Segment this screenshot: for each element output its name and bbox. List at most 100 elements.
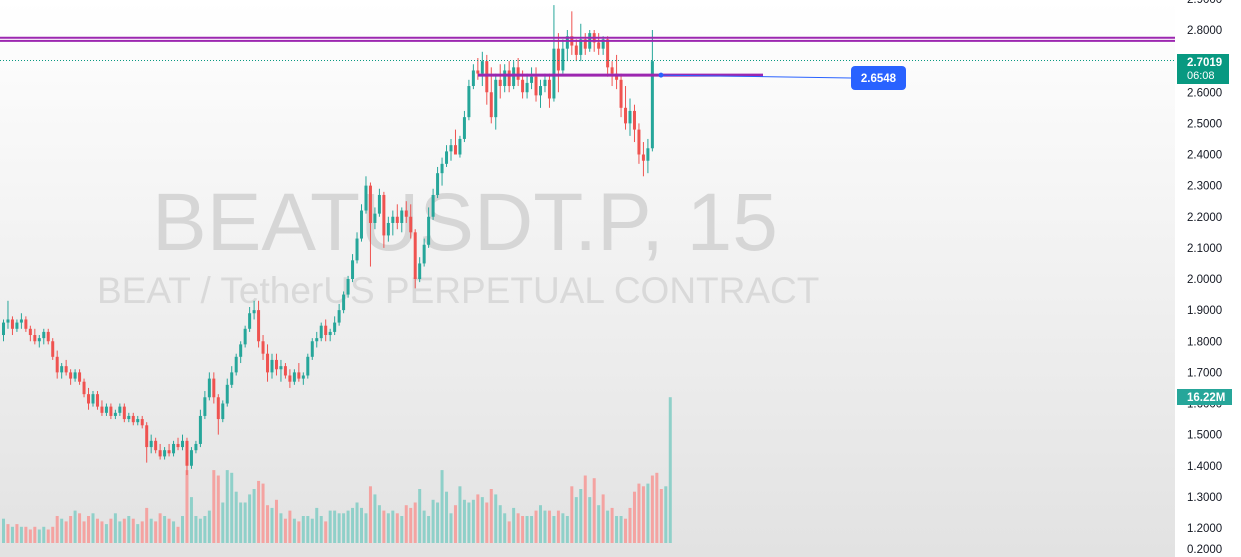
price-tick-label: 1.8000 bbox=[1187, 336, 1222, 348]
volume-bar bbox=[422, 510, 426, 543]
volume-bar bbox=[503, 513, 507, 543]
candle-body bbox=[109, 406, 113, 416]
candle bbox=[628, 98, 632, 136]
volume-bar bbox=[668, 397, 672, 543]
volume-bar bbox=[637, 483, 641, 543]
candle bbox=[565, 30, 569, 62]
price-tick-label: 1.9000 bbox=[1187, 305, 1222, 317]
candle bbox=[476, 58, 480, 80]
candle bbox=[606, 36, 610, 77]
volume-bar bbox=[194, 516, 198, 543]
volume-bar bbox=[471, 499, 475, 543]
candle bbox=[445, 145, 449, 167]
candle-body bbox=[2, 322, 5, 336]
candle bbox=[55, 350, 59, 379]
candle-body bbox=[78, 372, 82, 382]
volume-bar bbox=[588, 497, 592, 543]
volume-bar bbox=[337, 513, 341, 543]
candle-body bbox=[297, 372, 301, 379]
candle-body bbox=[279, 366, 283, 370]
candle bbox=[373, 207, 377, 230]
candle-body bbox=[355, 238, 359, 261]
alert-label-box[interactable] bbox=[851, 66, 906, 90]
candle-body bbox=[243, 328, 247, 345]
volume-bar bbox=[646, 483, 650, 543]
volume-bar bbox=[274, 499, 278, 543]
volume-bar bbox=[225, 470, 229, 543]
candle-body bbox=[525, 82, 529, 93]
volume-bar bbox=[458, 486, 462, 543]
volume-bar bbox=[346, 510, 350, 543]
candle bbox=[28, 325, 32, 342]
candle bbox=[181, 434, 184, 451]
candle bbox=[149, 434, 153, 454]
candle-body bbox=[28, 328, 32, 336]
candle bbox=[601, 36, 605, 55]
candle-body bbox=[579, 39, 583, 55]
volume-bar bbox=[624, 518, 628, 543]
candle bbox=[207, 372, 211, 401]
price-tick-label: 2.4000 bbox=[1187, 150, 1222, 162]
volume-bar bbox=[60, 518, 64, 543]
chart-background bbox=[0, 0, 1175, 557]
candle bbox=[391, 210, 395, 236]
candle-body bbox=[221, 403, 225, 420]
candle-body bbox=[391, 216, 395, 223]
candle bbox=[306, 353, 310, 379]
candle-body bbox=[462, 117, 466, 139]
volume-bar bbox=[650, 475, 654, 543]
price-axis[interactable]: 2.9000 2.8000 2.6000 2.5000 2.4000 2.3000 2.20… bbox=[1187, 0, 1222, 556]
candle-body bbox=[382, 194, 386, 236]
candle bbox=[494, 73, 498, 130]
candle bbox=[127, 412, 131, 423]
candle-body bbox=[337, 310, 341, 323]
candle-body bbox=[516, 67, 520, 80]
candle-body bbox=[422, 244, 426, 264]
volume-bar bbox=[113, 513, 117, 543]
candle-body bbox=[395, 216, 399, 223]
volume-bar bbox=[333, 510, 337, 543]
candle bbox=[37, 335, 41, 348]
candle-body bbox=[377, 194, 381, 214]
candle bbox=[78, 369, 82, 385]
candle-body bbox=[33, 335, 37, 342]
candle-body bbox=[368, 185, 372, 223]
volume-bar bbox=[364, 513, 368, 543]
volume-bar bbox=[167, 518, 171, 543]
candle-body bbox=[292, 372, 296, 382]
volume-bar bbox=[530, 516, 534, 543]
candle-body bbox=[10, 319, 14, 329]
alert-anchor-dot[interactable] bbox=[658, 72, 664, 78]
candle-body bbox=[131, 415, 135, 423]
volume-bar bbox=[6, 524, 10, 543]
volume-bar bbox=[140, 521, 144, 543]
candle-body bbox=[82, 381, 86, 395]
candle bbox=[471, 64, 475, 90]
volume-bar bbox=[100, 521, 104, 543]
candle-body bbox=[113, 412, 117, 416]
volume-bar bbox=[248, 494, 252, 543]
candle bbox=[230, 366, 234, 388]
volume-bar bbox=[310, 518, 314, 543]
candle bbox=[610, 61, 614, 87]
candle-body bbox=[333, 322, 337, 332]
volume-bar bbox=[534, 510, 538, 543]
volume-bar bbox=[189, 497, 193, 543]
volume-bar bbox=[301, 516, 305, 543]
watermark-symbol: BEATUSDT.P, 15 bbox=[152, 177, 778, 268]
candle bbox=[257, 300, 261, 348]
candle-body bbox=[176, 443, 180, 448]
candle-body bbox=[234, 356, 238, 373]
candle bbox=[243, 325, 247, 348]
candle-body bbox=[619, 79, 623, 108]
horizontal-lines[interactable] bbox=[0, 36, 1175, 79]
volume-bar bbox=[324, 521, 328, 543]
candle bbox=[91, 391, 95, 407]
alert-label[interactable]: 2.6548 bbox=[851, 66, 906, 90]
volume-bar bbox=[261, 483, 265, 543]
candle bbox=[498, 64, 502, 99]
candle bbox=[163, 447, 167, 460]
volume-bar bbox=[51, 526, 55, 543]
